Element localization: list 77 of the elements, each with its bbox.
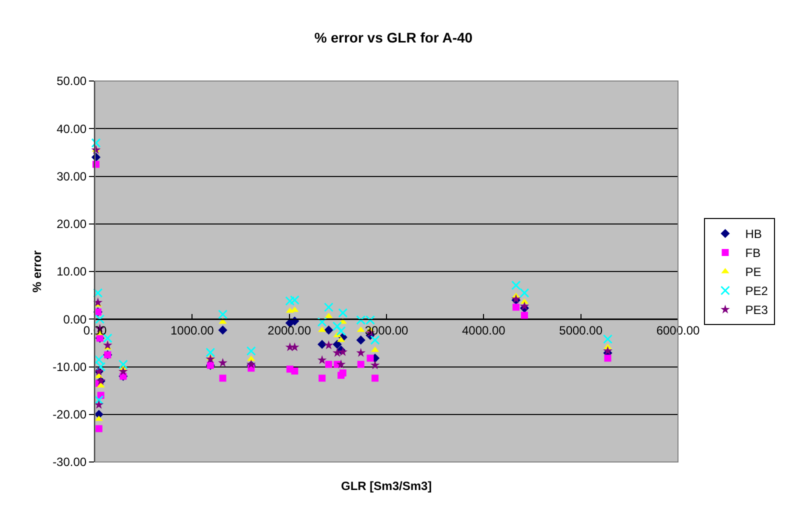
point (370, 335, 380, 345)
y-tick-label: 30.00 (56, 169, 87, 184)
point (96, 382, 105, 388)
y-tick-label: -10.00 (52, 360, 87, 374)
y-tick-label: 0.00 (63, 312, 87, 326)
y-tick-label: -30.00 (52, 455, 87, 470)
point (511, 280, 521, 290)
point (317, 317, 327, 327)
point (102, 333, 112, 343)
point (102, 340, 112, 350)
point (356, 348, 366, 357)
point (372, 374, 379, 382)
x-tick-label: 6000.00 (656, 324, 700, 338)
point (218, 326, 228, 335)
point (520, 288, 530, 298)
point (118, 366, 128, 376)
point (324, 326, 334, 335)
point (332, 322, 342, 332)
point (324, 312, 333, 318)
y-tick-label: 50.00 (56, 74, 87, 88)
legend-label: FB (745, 246, 761, 260)
legend-label: PE2 (745, 284, 768, 298)
y-axis-title: % error (30, 250, 44, 293)
y-tick-label: 40.00 (56, 122, 87, 136)
point (206, 354, 216, 364)
point (338, 308, 348, 318)
legend-label: HB (745, 227, 762, 242)
point (94, 354, 104, 364)
point (93, 288, 103, 298)
point (218, 310, 228, 320)
legend-label: PE (745, 265, 762, 280)
point (603, 346, 612, 355)
point (317, 355, 327, 364)
point (290, 342, 300, 352)
point (93, 298, 103, 306)
point (96, 362, 106, 372)
y-tick-label: 20.00 (56, 217, 87, 232)
point (95, 314, 105, 324)
x-tick-label: 2000.00 (268, 324, 312, 338)
point (336, 359, 346, 368)
point (95, 425, 102, 432)
point (94, 400, 104, 409)
point (318, 340, 327, 349)
x-tick-label: 4000.00 (462, 324, 506, 338)
point (325, 360, 332, 368)
point (520, 312, 528, 319)
point (206, 348, 216, 358)
x-axis-title: GLR [Sm3/Sm3] (341, 479, 432, 493)
point (94, 395, 104, 405)
point (520, 301, 530, 310)
point (324, 340, 334, 350)
point (318, 374, 326, 382)
point (219, 374, 226, 382)
x-tick-label: 1000.00 (170, 324, 214, 338)
chart-title: % error vs GLR for A-40 (314, 30, 473, 46)
point (339, 369, 346, 376)
point (118, 360, 128, 370)
point (91, 138, 101, 148)
point (357, 360, 364, 368)
point (512, 304, 520, 311)
x-tick-label: 5000.00 (559, 324, 603, 338)
point (94, 372, 103, 378)
point (370, 360, 380, 370)
point (218, 358, 228, 367)
point (291, 368, 298, 375)
point (603, 334, 612, 344)
legend-label: PE3 (745, 303, 768, 318)
y-tick-label: 10.00 (56, 264, 87, 279)
point (324, 302, 334, 312)
point (332, 340, 342, 349)
point (366, 354, 374, 362)
point (356, 336, 366, 345)
point (336, 326, 346, 336)
y-tick-label: -20.00 (52, 408, 87, 422)
point (246, 346, 256, 356)
point (332, 348, 342, 357)
point (604, 354, 612, 362)
